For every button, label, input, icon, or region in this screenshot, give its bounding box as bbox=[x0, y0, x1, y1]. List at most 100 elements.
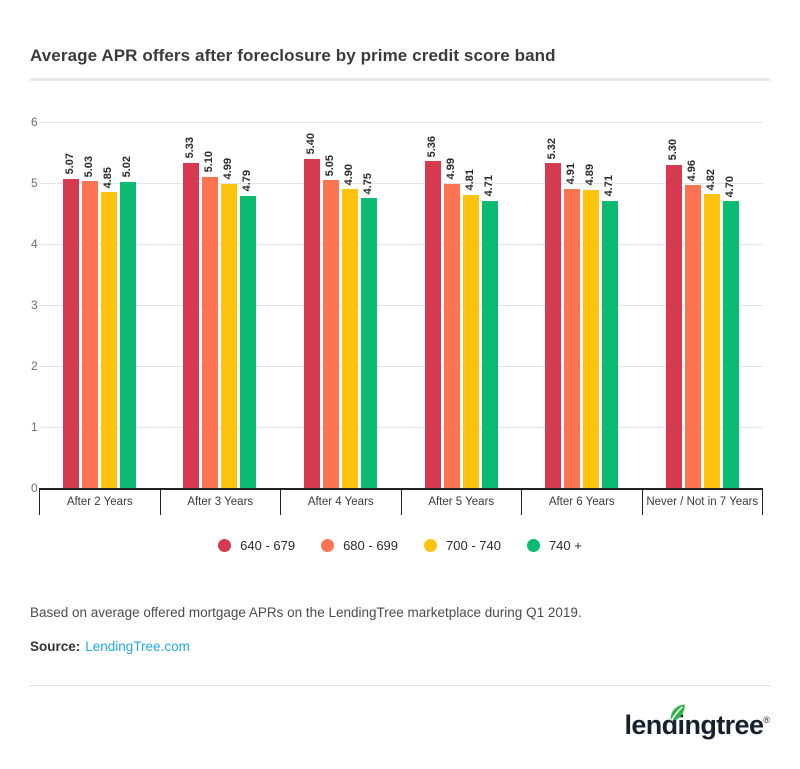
bar-fill bbox=[666, 164, 683, 488]
x-axis-category-label: After 4 Years bbox=[280, 490, 401, 515]
gridline bbox=[39, 122, 763, 123]
bar-value-label: 4.99 bbox=[444, 158, 457, 180]
bar-fill bbox=[481, 200, 498, 488]
gridline bbox=[39, 305, 763, 306]
legend: 640 - 679 680 - 699 700 - 740 740 + bbox=[0, 538, 800, 553]
x-axis-category-label: After 6 Years bbox=[521, 490, 642, 515]
bar-value-label: 4.96 bbox=[686, 160, 699, 182]
bar-700-740: 4.89 bbox=[583, 164, 600, 488]
bar-680-699: 5.05 bbox=[323, 155, 340, 488]
source-line: Source: LendingTree.com bbox=[30, 639, 190, 654]
bar-value-label: 5.03 bbox=[82, 155, 95, 178]
legend-label: 700 - 740 bbox=[446, 538, 501, 553]
bar-group: 5.32 4.91 4.89 4.71 bbox=[522, 122, 643, 488]
legend-swatch bbox=[526, 539, 540, 552]
gridline bbox=[39, 366, 763, 367]
page-title: Average APR offers after foreclosure by … bbox=[30, 46, 556, 65]
x-axis: After 2 Years After 3 Years After 4 Years A… bbox=[39, 490, 763, 515]
bar-fill bbox=[240, 195, 257, 488]
bar-700-740: 4.99 bbox=[221, 158, 238, 488]
legend-swatch bbox=[424, 539, 438, 552]
bar-group: 5.36 4.99 4.81 4.71 bbox=[401, 122, 522, 488]
legend-label: 740 + bbox=[548, 538, 582, 553]
bar-fill bbox=[545, 163, 562, 488]
bar-group: 5.33 5.10 4.99 4.79 bbox=[160, 122, 281, 488]
bar-value-label: 5.07 bbox=[63, 153, 76, 175]
y-axis-tick-label: 4 bbox=[31, 237, 38, 251]
bar-700-740: 4.90 bbox=[342, 164, 359, 488]
bar-fill bbox=[81, 181, 98, 488]
bar-value-label: 5.30 bbox=[667, 139, 680, 161]
bar-fill bbox=[443, 183, 460, 488]
footnote: Based on average offered mortgage APRs o… bbox=[30, 605, 582, 620]
bar-value-label: 4.89 bbox=[584, 164, 597, 186]
bar-680-699: 5.03 bbox=[81, 156, 98, 488]
bar-740+: 4.71 bbox=[602, 175, 619, 488]
title-divider bbox=[30, 78, 770, 81]
legend-item: 640 - 679 bbox=[218, 538, 295, 553]
bar-fill bbox=[342, 189, 359, 488]
legend-item: 700 - 740 bbox=[424, 538, 501, 553]
logo-wordmark: lendingtree bbox=[624, 710, 764, 740]
bar-fill bbox=[583, 189, 600, 488]
bar-fill bbox=[685, 185, 702, 488]
bar-680-699: 4.99 bbox=[443, 158, 460, 488]
y-axis-tick-label: 5 bbox=[31, 176, 38, 190]
bar-740+: 4.71 bbox=[481, 175, 498, 488]
y-axis: 0 1 2 3 4 5 6 bbox=[30, 110, 50, 520]
bar-640-679: 5.30 bbox=[666, 139, 683, 488]
leaf-icon bbox=[671, 704, 686, 721]
source-link[interactable]: LendingTree.com bbox=[85, 639, 190, 654]
bar-640-679: 5.33 bbox=[183, 137, 200, 488]
bar-value-label: 4.90 bbox=[343, 163, 356, 186]
bar-fill bbox=[221, 183, 238, 488]
bar-fill bbox=[361, 198, 378, 488]
bar-740+: 4.75 bbox=[361, 173, 378, 488]
bar-value-label: 5.32 bbox=[546, 138, 559, 160]
bar-fill bbox=[424, 161, 441, 488]
legend-item: 680 - 699 bbox=[321, 538, 398, 553]
y-axis-tick-label: 6 bbox=[31, 115, 38, 129]
bar-value-label: 4.82 bbox=[705, 168, 718, 190]
bar-fill bbox=[462, 194, 479, 488]
legend-swatch bbox=[218, 539, 232, 552]
bar-value-label: 4.71 bbox=[603, 175, 616, 197]
bar-fill bbox=[704, 193, 721, 488]
bar-fill bbox=[183, 162, 200, 488]
bar-fill bbox=[723, 201, 740, 488]
legend-item: 740 + bbox=[526, 538, 582, 553]
footer-divider bbox=[30, 685, 770, 686]
x-axis-category-label: After 3 Years bbox=[159, 490, 281, 515]
logo-trademark: ® bbox=[763, 715, 770, 725]
bar-fill bbox=[119, 181, 136, 488]
bar-fill bbox=[62, 178, 79, 488]
legend-label: 680 - 699 bbox=[343, 538, 399, 553]
bar-value-label: 4.79 bbox=[241, 170, 254, 192]
bar-fill bbox=[304, 158, 321, 488]
bar-640-679: 5.32 bbox=[545, 138, 562, 488]
lendingtree-logo: lendingtree® bbox=[624, 704, 770, 741]
bar-value-label: 4.91 bbox=[565, 163, 578, 185]
bar-fill bbox=[100, 192, 117, 488]
bar-740+: 4.79 bbox=[240, 170, 257, 488]
bar-value-label: 4.99 bbox=[222, 158, 235, 180]
bar-680-699: 4.96 bbox=[685, 160, 702, 488]
source-label: Source: bbox=[30, 639, 81, 654]
bar-value-label: 4.85 bbox=[101, 166, 114, 189]
x-axis-category-label: Never / Not in 7 Years bbox=[641, 490, 763, 515]
bar-chart: 0 1 2 3 4 5 6 5.07 5.03 4.85 5.02 5.33 5.10 4.99 4.79… bbox=[30, 110, 770, 520]
y-axis-tick-label: 3 bbox=[31, 298, 38, 312]
bar-value-label: 4.75 bbox=[362, 172, 375, 195]
bar-700-740: 4.85 bbox=[100, 167, 117, 488]
bar-value-label: 4.81 bbox=[463, 169, 476, 191]
bar-fill bbox=[202, 176, 219, 488]
bar-640-679: 5.07 bbox=[62, 153, 79, 488]
legend-swatch bbox=[321, 539, 335, 552]
y-axis-tick-label: 0 bbox=[31, 481, 38, 495]
bar-value-label: 5.05 bbox=[324, 154, 337, 176]
bar-700-740: 4.81 bbox=[462, 169, 479, 488]
gridline bbox=[39, 183, 763, 184]
bar-640-679: 5.40 bbox=[304, 133, 321, 488]
bar-value-label: 5.10 bbox=[203, 151, 216, 173]
